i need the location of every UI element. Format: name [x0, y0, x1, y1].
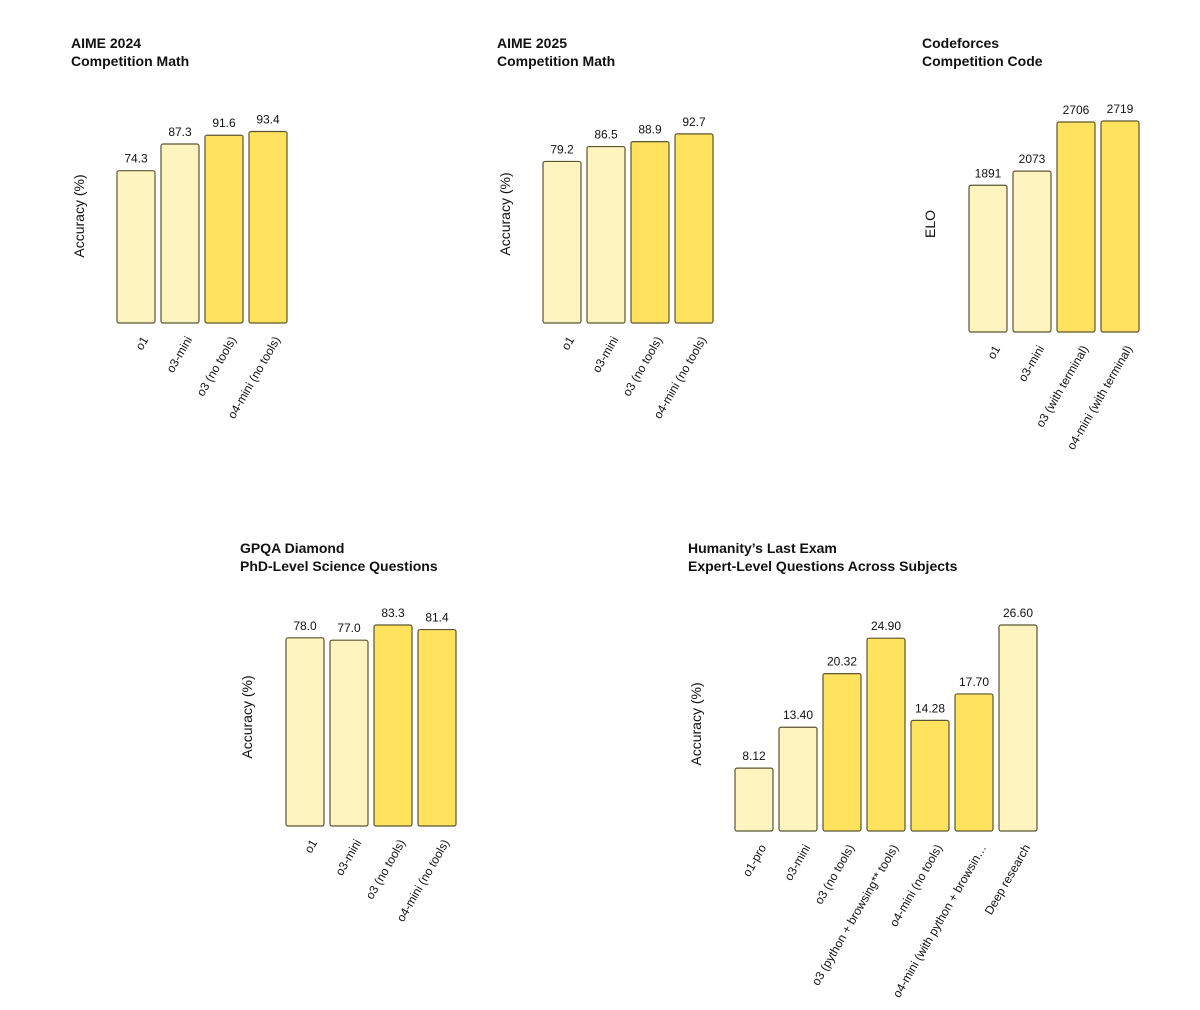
x-tick-label: o4-mini (with python + browsin… — [890, 842, 989, 1000]
value-label: 81.4 — [425, 611, 449, 625]
bar — [285, 637, 325, 827]
bar — [1100, 120, 1140, 333]
bar — [954, 693, 994, 832]
bar — [998, 624, 1038, 832]
x-tick-label: o3 (no tools) — [812, 842, 857, 907]
bar — [674, 133, 714, 324]
value-label: 74.3 — [124, 152, 148, 166]
chart-title: AIME 2025 Competition Math — [497, 34, 615, 70]
value-label: 77.0 — [337, 621, 361, 635]
chart-title-main: GPQA Diamond — [240, 540, 345, 556]
value-label: 13.40 — [783, 708, 813, 722]
chart-title-main: Humanity’s Last Exam — [688, 540, 837, 556]
chart-title-main: AIME 2025 — [497, 35, 568, 51]
chart-subtitle: Expert-Level Questions Across Subjects — [688, 558, 958, 574]
chart-subtitle: Competition Math — [71, 53, 190, 69]
bar — [417, 628, 457, 827]
value-label: 26.60 — [1003, 606, 1033, 620]
value-label: 93.4 — [256, 113, 280, 127]
bar — [822, 673, 862, 832]
y-axis-label: ELO — [922, 210, 938, 238]
chart-subtitle: PhD-Level Science Questions — [240, 558, 438, 574]
value-label: 2719 — [1107, 102, 1134, 116]
chart-title: Codeforces Competition Code — [922, 34, 1043, 70]
value-label: 24.90 — [871, 619, 901, 633]
bar — [160, 143, 200, 324]
bar — [542, 160, 582, 324]
y-axis-label: Accuracy (%) — [497, 172, 513, 255]
x-tick-label: o1 — [301, 837, 320, 856]
value-label: 83.3 — [381, 606, 405, 620]
value-label: 17.70 — [959, 675, 989, 689]
bar — [329, 639, 369, 827]
bar — [968, 184, 1008, 333]
chart-subtitle: Competition Math — [497, 53, 616, 69]
x-tick-label: o1-pro — [740, 842, 770, 879]
x-tick-label: o1 — [984, 343, 1003, 362]
value-label: 92.7 — [682, 115, 706, 129]
bar — [734, 767, 774, 832]
x-tick-label: Deep research — [982, 842, 1033, 917]
value-label: 78.0 — [293, 619, 317, 633]
value-label: 2706 — [1063, 103, 1090, 117]
y-axis-label: Accuracy (%) — [239, 675, 255, 758]
value-label: 1891 — [975, 166, 1002, 180]
chart-title: GPQA Diamond PhD-Level Science Questions — [240, 539, 438, 575]
value-label: 87.3 — [168, 125, 192, 139]
value-label: 86.5 — [594, 128, 618, 142]
value-label: 20.32 — [827, 655, 857, 669]
x-tick-label: o3 (python + browsing** tools) — [809, 842, 901, 988]
chart-title-main: AIME 2024 — [71, 35, 142, 51]
bar — [910, 719, 950, 832]
y-axis-label: Accuracy (%) — [688, 682, 704, 765]
bar — [586, 145, 626, 324]
value-label: 88.9 — [638, 123, 662, 137]
chart-title: Humanity’s Last Exam Expert-Level Questi… — [688, 539, 957, 575]
value-label: 79.2 — [550, 142, 574, 156]
bar — [630, 141, 670, 324]
value-label: 8.12 — [742, 749, 766, 763]
bar — [778, 726, 818, 832]
x-tick-label: o3-mini — [781, 842, 813, 883]
x-tick-label: o1 — [132, 334, 151, 353]
bar — [866, 637, 906, 832]
x-tick-label: o1 — [558, 334, 577, 353]
chart-title: AIME 2024 Competition Math — [71, 34, 189, 70]
bar — [204, 134, 244, 324]
bar — [248, 130, 288, 324]
chart-subtitle: Competition Code — [922, 53, 1043, 69]
value-label: 14.28 — [915, 701, 945, 715]
value-label: 91.6 — [212, 116, 236, 130]
bar — [1056, 121, 1096, 333]
value-label: 2073 — [1019, 152, 1046, 166]
bar — [373, 624, 413, 827]
chart-title-main: Codeforces — [922, 35, 1000, 51]
bar — [1012, 170, 1052, 333]
y-axis-label: Accuracy (%) — [71, 174, 87, 257]
bar — [116, 170, 156, 324]
